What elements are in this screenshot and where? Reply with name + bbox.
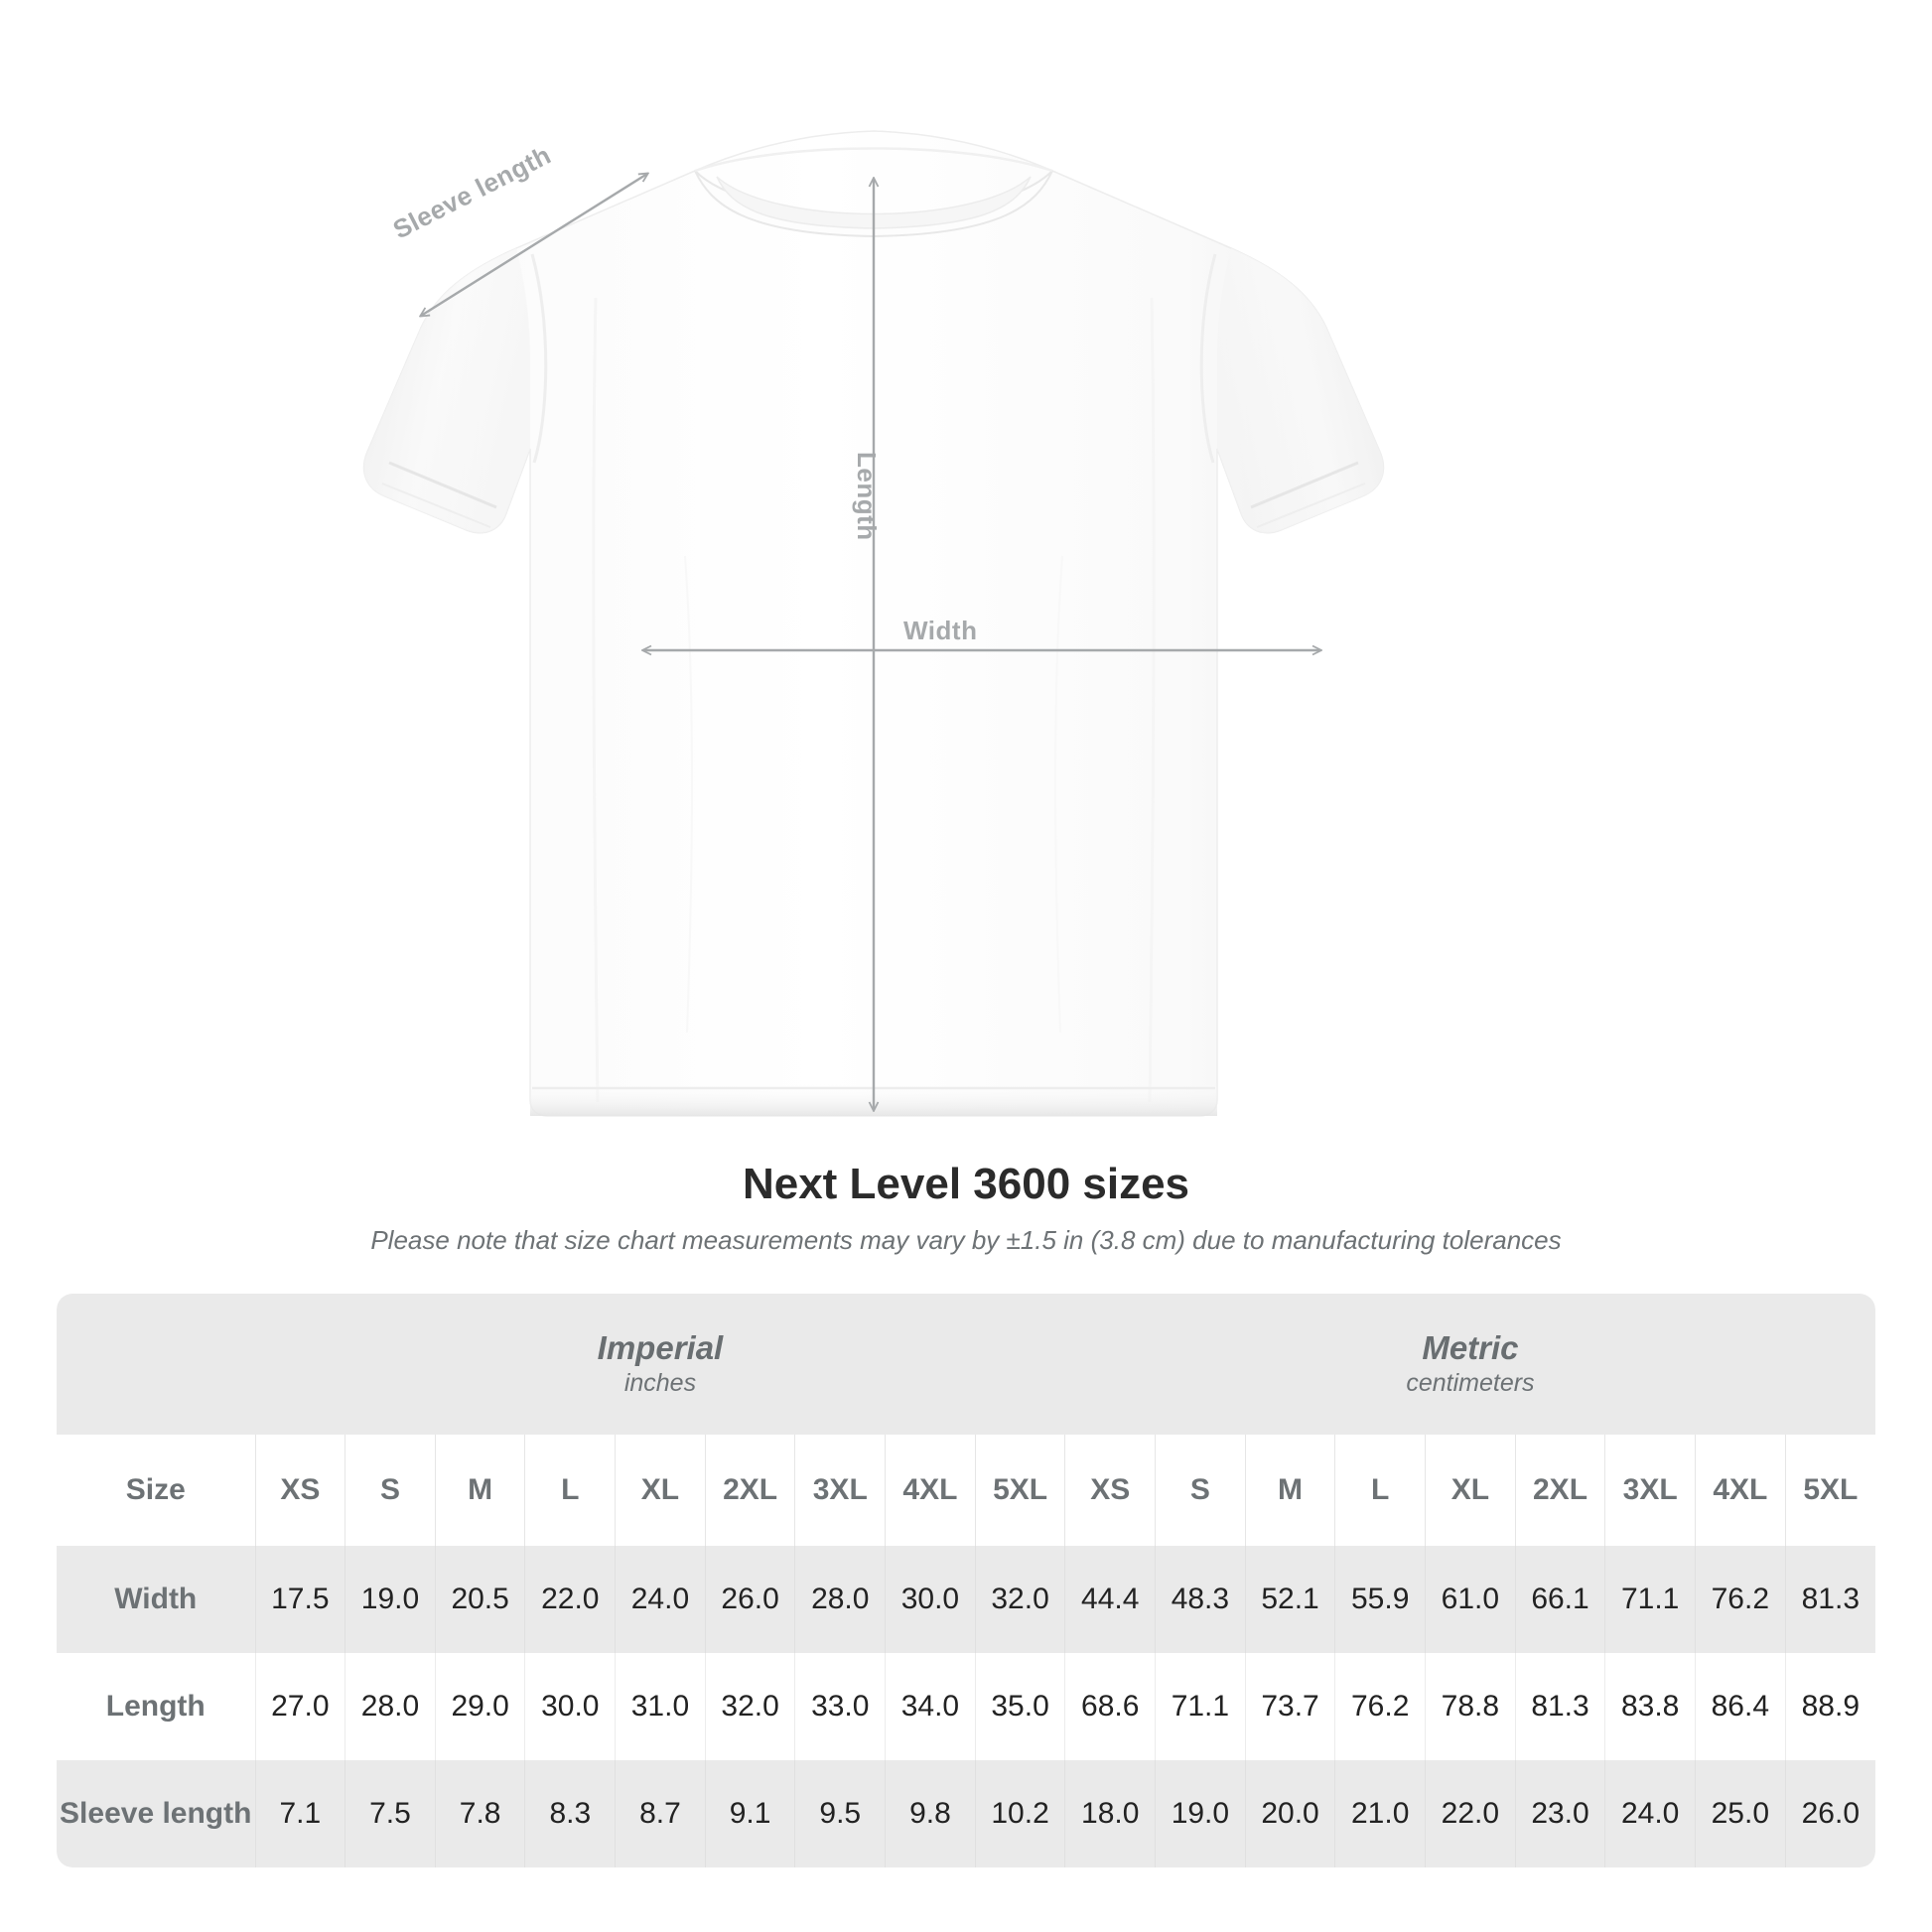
- unit-header-spacer: [57, 1294, 255, 1435]
- size-table-container: Imperial inches Metric centimeters Size …: [57, 1294, 1875, 1867]
- cell-sleeve-imperial-xl: 8.7: [615, 1760, 706, 1867]
- size-header-imperial-xl: XL: [615, 1435, 706, 1546]
- page-title: Next Level 3600 sizes: [742, 1160, 1190, 1208]
- unit-header-row: Imperial inches Metric centimeters: [57, 1294, 1875, 1435]
- cell-sleeve-imperial-xs: 7.1: [254, 1760, 345, 1867]
- cell-length-imperial-xl: 31.0: [615, 1653, 706, 1760]
- cell-length-imperial-3xl: 33.0: [794, 1653, 886, 1760]
- row-label-width: Width: [57, 1546, 255, 1653]
- cell-length-metric-5xl: 88.9: [1784, 1653, 1875, 1760]
- cell-width-imperial-3xl: 28.0: [794, 1546, 886, 1653]
- size-header-imperial-3xl: 3XL: [794, 1435, 886, 1546]
- cell-width-metric-5xl: 81.3: [1784, 1546, 1875, 1653]
- cell-sleeve-metric-4xl: 25.0: [1695, 1760, 1786, 1867]
- cell-width-imperial-4xl: 30.0: [885, 1546, 976, 1653]
- cell-length-metric-xs: 68.6: [1064, 1653, 1156, 1760]
- cell-sleeve-imperial-m: 7.8: [434, 1760, 525, 1867]
- cell-length-imperial-5xl: 35.0: [974, 1653, 1065, 1760]
- unit-name-metric: Metric: [1422, 1328, 1519, 1366]
- cell-width-metric-s: 48.3: [1155, 1546, 1246, 1653]
- cell-length-imperial-xs: 27.0: [254, 1653, 345, 1760]
- cell-sleeve-imperial-l: 8.3: [524, 1760, 616, 1867]
- table-row: Width 17.5 19.0 20.5 22.0 24.0 26.0 28.0…: [57, 1546, 1875, 1653]
- cell-length-imperial-l: 30.0: [524, 1653, 616, 1760]
- sleeve-length-measure-arrow: [421, 174, 647, 316]
- cell-sleeve-metric-2xl: 23.0: [1514, 1760, 1605, 1867]
- cell-sleeve-metric-5xl: 26.0: [1784, 1760, 1875, 1867]
- cell-width-imperial-m: 20.5: [434, 1546, 525, 1653]
- length-label: Length: [852, 452, 882, 541]
- cell-width-imperial-2xl: 26.0: [704, 1546, 795, 1653]
- cell-width-imperial-s: 19.0: [345, 1546, 436, 1653]
- size-corner-label: Size: [57, 1435, 255, 1546]
- cell-width-metric-l: 55.9: [1334, 1546, 1426, 1653]
- table-row: Length 27.0 28.0 29.0 30.0 31.0 32.0 33.…: [57, 1653, 1875, 1760]
- size-header-imperial-s: S: [345, 1435, 436, 1546]
- size-header-metric-m: M: [1244, 1435, 1335, 1546]
- size-table: Imperial inches Metric centimeters Size …: [57, 1294, 1875, 1867]
- row-label-sleeve-length: Sleeve length: [57, 1760, 255, 1867]
- cell-sleeve-metric-s: 19.0: [1155, 1760, 1246, 1867]
- cell-sleeve-metric-xs: 18.0: [1064, 1760, 1156, 1867]
- unit-header-metric: Metric centimeters: [1065, 1294, 1875, 1435]
- cell-sleeve-metric-l: 21.0: [1334, 1760, 1426, 1867]
- size-header-imperial-5xl: 5XL: [974, 1435, 1065, 1546]
- cell-length-metric-4xl: 86.4: [1695, 1653, 1786, 1760]
- cell-sleeve-imperial-5xl: 10.2: [974, 1760, 1065, 1867]
- cell-sleeve-metric-3xl: 24.0: [1604, 1760, 1696, 1867]
- size-header-metric-4xl: 4XL: [1695, 1435, 1786, 1546]
- size-header-metric-5xl: 5XL: [1784, 1435, 1875, 1546]
- size-header-metric-xl: XL: [1425, 1435, 1516, 1546]
- size-header-metric-s: S: [1155, 1435, 1246, 1546]
- unit-header-imperial: Imperial inches: [255, 1294, 1065, 1435]
- cell-sleeve-imperial-4xl: 9.8: [885, 1760, 976, 1867]
- table-row: Sleeve length 7.1 7.5 7.8 8.3 8.7 9.1 9.…: [57, 1760, 1875, 1867]
- cell-sleeve-metric-m: 20.0: [1244, 1760, 1335, 1867]
- cell-width-metric-m: 52.1: [1244, 1546, 1335, 1653]
- cell-length-imperial-4xl: 34.0: [885, 1653, 976, 1760]
- row-label-length: Length: [57, 1653, 255, 1760]
- size-header-metric-2xl: 2XL: [1514, 1435, 1605, 1546]
- cell-width-metric-4xl: 76.2: [1695, 1546, 1786, 1653]
- cell-sleeve-imperial-2xl: 9.1: [704, 1760, 795, 1867]
- cell-sleeve-metric-xl: 22.0: [1425, 1760, 1516, 1867]
- unit-sub-metric: centimeters: [1406, 1368, 1535, 1397]
- size-header-row: Size XS S M L XL 2XL 3XL 4XL 5XL XS S M …: [57, 1435, 1875, 1546]
- cell-width-metric-xs: 44.4: [1064, 1546, 1156, 1653]
- size-header-metric-xs: XS: [1064, 1435, 1156, 1546]
- cell-width-imperial-xs: 17.5: [254, 1546, 345, 1653]
- size-header-imperial-m: M: [434, 1435, 525, 1546]
- title-block: Next Level 3600 sizes Please note that s…: [0, 1160, 1932, 1256]
- cell-sleeve-imperial-s: 7.5: [345, 1760, 436, 1867]
- size-header-metric-l: L: [1334, 1435, 1426, 1546]
- cell-width-imperial-l: 22.0: [524, 1546, 616, 1653]
- tolerance-note: Please note that size chart measurements…: [370, 1225, 1562, 1255]
- unit-sub-imperial: inches: [623, 1368, 697, 1397]
- cell-length-imperial-2xl: 32.0: [704, 1653, 795, 1760]
- cell-length-metric-m: 73.7: [1244, 1653, 1335, 1760]
- size-header-imperial-4xl: 4XL: [885, 1435, 976, 1546]
- size-header-metric-3xl: 3XL: [1604, 1435, 1696, 1546]
- cell-width-metric-xl: 61.0: [1425, 1546, 1516, 1653]
- cell-width-imperial-xl: 24.0: [615, 1546, 706, 1653]
- cell-length-metric-3xl: 83.8: [1604, 1653, 1696, 1760]
- size-header-imperial-2xl: 2XL: [704, 1435, 795, 1546]
- cell-length-metric-2xl: 81.3: [1514, 1653, 1605, 1760]
- cell-length-imperial-s: 28.0: [345, 1653, 436, 1760]
- cell-sleeve-imperial-3xl: 9.5: [794, 1760, 886, 1867]
- shirt-illustration-panel: Sleeve length Length Width: [362, 130, 1385, 1117]
- cell-length-metric-xl: 78.8: [1425, 1653, 1516, 1760]
- unit-name-imperial: Imperial: [597, 1328, 724, 1366]
- cell-width-metric-2xl: 66.1: [1514, 1546, 1605, 1653]
- cell-length-metric-s: 71.1: [1155, 1653, 1246, 1760]
- size-header-imperial-xs: XS: [254, 1435, 345, 1546]
- cell-length-metric-l: 76.2: [1334, 1653, 1426, 1760]
- cell-width-imperial-5xl: 32.0: [974, 1546, 1065, 1653]
- cell-width-metric-3xl: 71.1: [1604, 1546, 1696, 1653]
- cell-length-imperial-m: 29.0: [434, 1653, 525, 1760]
- size-header-imperial-l: L: [524, 1435, 616, 1546]
- tshirt-diagram: [362, 130, 1385, 1117]
- width-label: Width: [903, 616, 978, 645]
